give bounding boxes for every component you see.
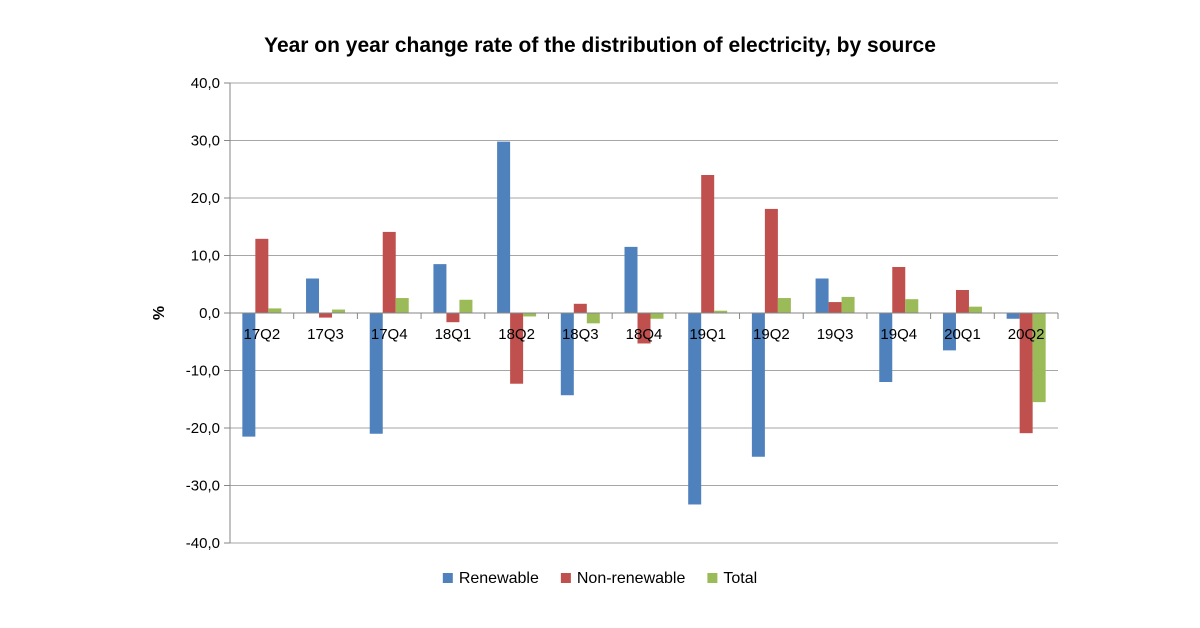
axes bbox=[224, 82, 1059, 544]
bar-total-17q4 bbox=[395, 298, 409, 313]
y-tick-labels: 40,0 30,0 20,0 10,0 0,0 -10,0 -20,0 -30,0 -40,0 bbox=[186, 75, 220, 552]
bar-renewable-18q3 bbox=[560, 313, 574, 396]
bar-non-renewable-20q1 bbox=[955, 290, 969, 313]
x-tick-label: 18Q4 bbox=[626, 326, 663, 343]
x-tick-label: 19Q2 bbox=[753, 326, 790, 343]
bar-renewable-19q3 bbox=[815, 278, 829, 313]
bar-total-18q2 bbox=[523, 313, 537, 317]
legend-label-renewable: Renewable bbox=[459, 570, 539, 587]
bar-non-renewable-19q2 bbox=[764, 208, 778, 313]
bar-non-renewable-18q2 bbox=[510, 313, 524, 384]
bar-renewable-19q1 bbox=[688, 313, 702, 505]
legend-swatch-non-renewable bbox=[560, 573, 571, 583]
bar-non-renewable-18q3 bbox=[573, 303, 587, 313]
bar-total-19q1 bbox=[714, 310, 728, 313]
x-tick-label: 20Q1 bbox=[944, 326, 981, 343]
x-tick-label: 20Q2 bbox=[1008, 326, 1045, 343]
y-tick-label: -10,0 bbox=[186, 363, 220, 380]
bar-renewable-17q3 bbox=[306, 278, 320, 313]
bar-total-18q4 bbox=[650, 313, 664, 319]
y-tick-label: 30,0 bbox=[191, 133, 220, 150]
x-tick-labels: 17Q2 17Q3 17Q4 18Q1 18Q2 18Q3 18Q4 19Q1 19Q2 19Q3… bbox=[243, 326, 1044, 343]
bar-renewable-19q4 bbox=[879, 313, 893, 382]
y-axis-label: % bbox=[151, 306, 168, 320]
x-tick-label: 18Q2 bbox=[498, 326, 535, 343]
bar-total-20q2 bbox=[1032, 313, 1046, 403]
bar-renewable-20q1 bbox=[942, 313, 956, 351]
y-tick-label: -30,0 bbox=[186, 478, 220, 495]
legend: Renewable Non-renewable Total bbox=[442, 570, 757, 587]
bar-renewable-17q2 bbox=[242, 313, 256, 437]
legend-label-total: Total bbox=[723, 570, 757, 587]
bar-renewable-20q2 bbox=[1006, 313, 1020, 319]
bar-non-renewable-20q2 bbox=[1019, 313, 1033, 434]
bar-non-renewable-17q2 bbox=[255, 238, 269, 313]
bar-total-19q3 bbox=[841, 296, 855, 313]
bar-total-19q4 bbox=[905, 299, 919, 313]
x-tick-label: 17Q4 bbox=[371, 326, 408, 343]
bars bbox=[242, 141, 1046, 505]
bar-non-renewable-19q3 bbox=[828, 302, 842, 313]
bar-renewable-18q1 bbox=[433, 264, 447, 313]
x-tick-label: 18Q3 bbox=[562, 326, 599, 343]
bar-non-renewable-17q4 bbox=[382, 231, 396, 313]
bar-renewable-19q2 bbox=[751, 313, 765, 457]
y-tick-label: -20,0 bbox=[186, 420, 220, 437]
y-tick-label: 10,0 bbox=[191, 248, 220, 265]
y-tick-label: 20,0 bbox=[191, 190, 220, 207]
bar-non-renewable-19q1 bbox=[701, 175, 715, 313]
y-tick-label: -40,0 bbox=[186, 535, 220, 552]
bar-total-19q2 bbox=[777, 298, 791, 313]
x-tick-label: 17Q2 bbox=[243, 326, 280, 343]
bar-total-18q3 bbox=[586, 313, 600, 324]
bar-renewable-18q2 bbox=[497, 141, 511, 313]
bar-renewable-18q4 bbox=[624, 246, 638, 313]
y-tick-label: 40,0 bbox=[191, 75, 220, 92]
x-tick-label: 18Q1 bbox=[435, 326, 472, 343]
bar-total-20q1 bbox=[968, 306, 982, 313]
bar-non-renewable-18q1 bbox=[446, 313, 460, 323]
bar-total-17q3 bbox=[332, 309, 346, 313]
x-tick-label: 19Q3 bbox=[817, 326, 854, 343]
bar-total-17q2 bbox=[268, 308, 282, 313]
chart-title: Year on year change rate of the distribu… bbox=[264, 34, 936, 57]
x-tick-label: 19Q1 bbox=[689, 326, 726, 343]
bar-renewable-17q4 bbox=[369, 313, 383, 434]
legend-swatch-renewable bbox=[442, 573, 453, 583]
legend-swatch-total bbox=[707, 573, 718, 583]
bar-non-renewable-18q4 bbox=[637, 313, 651, 344]
legend-label-non-renewable: Non-renewable bbox=[577, 570, 686, 587]
x-tick-label: 17Q3 bbox=[307, 326, 344, 343]
bar-non-renewable-19q4 bbox=[892, 267, 906, 313]
x-tick-label: 19Q4 bbox=[880, 326, 917, 343]
y-tick-label: 0,0 bbox=[199, 305, 220, 322]
bar-non-renewable-17q3 bbox=[319, 313, 333, 318]
bar-total-18q1 bbox=[459, 299, 473, 313]
